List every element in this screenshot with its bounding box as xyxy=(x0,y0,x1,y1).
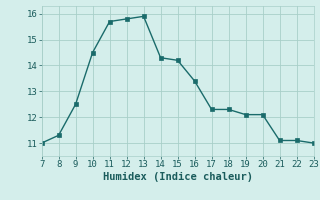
X-axis label: Humidex (Indice chaleur): Humidex (Indice chaleur) xyxy=(103,172,252,182)
